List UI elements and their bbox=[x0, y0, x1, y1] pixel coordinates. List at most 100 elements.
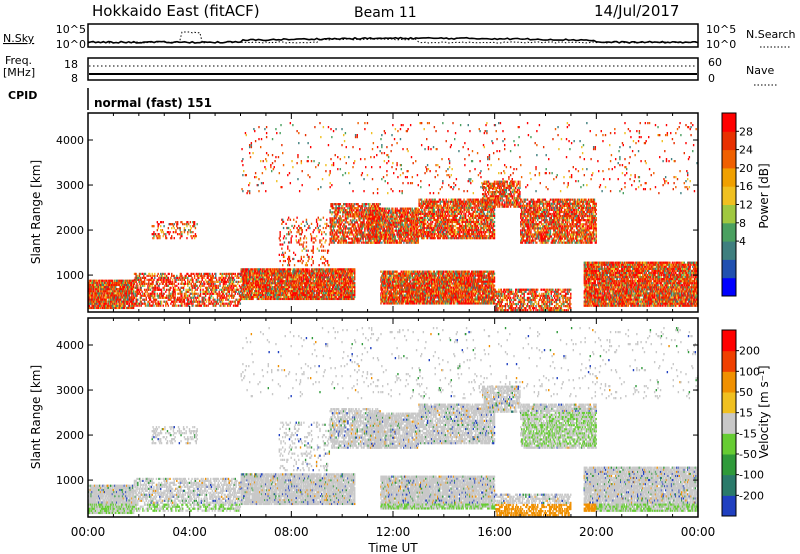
power-cell bbox=[95, 288, 98, 291]
power-cell bbox=[149, 272, 151, 276]
power-cell bbox=[133, 304, 136, 307]
power-cell bbox=[264, 274, 266, 277]
power-cell bbox=[334, 239, 336, 242]
power-cell bbox=[127, 288, 130, 291]
power-cell bbox=[154, 288, 157, 291]
power-cell bbox=[117, 288, 120, 291]
power-cell bbox=[293, 289, 296, 293]
power-cell bbox=[130, 306, 132, 310]
power-cell bbox=[174, 300, 176, 303]
power-cell bbox=[230, 294, 232, 297]
power-cell bbox=[143, 272, 146, 276]
power-cell bbox=[354, 207, 357, 210]
power-cell bbox=[255, 287, 258, 291]
power-cell bbox=[320, 276, 322, 279]
power-cell bbox=[208, 280, 210, 283]
power-cell bbox=[197, 286, 199, 289]
power-cell bbox=[188, 302, 191, 305]
power-cell bbox=[248, 286, 251, 289]
power-cell bbox=[315, 268, 317, 271]
power-cell bbox=[273, 286, 275, 289]
power-cell bbox=[141, 302, 143, 305]
power-cell bbox=[204, 278, 207, 281]
power-cell bbox=[104, 294, 107, 297]
power-cell bbox=[170, 286, 172, 289]
power-cell bbox=[192, 280, 194, 283]
power-cell bbox=[282, 282, 284, 285]
power-cell bbox=[252, 291, 254, 295]
power-cell bbox=[139, 298, 142, 301]
power-cell bbox=[369, 239, 371, 242]
power-cell bbox=[375, 235, 377, 238]
power-cell bbox=[352, 233, 354, 236]
power-cell bbox=[302, 276, 304, 279]
power-cell bbox=[324, 264, 326, 267]
power-cell bbox=[291, 284, 293, 287]
power-cell bbox=[110, 281, 112, 284]
power-cell bbox=[370, 221, 373, 224]
power-cell bbox=[93, 292, 95, 295]
power-cell bbox=[274, 293, 276, 297]
power-cell bbox=[351, 280, 353, 283]
power-cell bbox=[330, 237, 332, 240]
power-cell bbox=[266, 297, 269, 301]
power-cell bbox=[282, 268, 284, 271]
power-cell bbox=[274, 270, 276, 273]
power-cell bbox=[148, 296, 150, 299]
power-cell bbox=[342, 278, 344, 281]
power-cell bbox=[138, 302, 141, 305]
power-cell bbox=[245, 282, 247, 285]
power-cell bbox=[282, 220, 285, 223]
power-cell bbox=[131, 304, 133, 307]
power-cell bbox=[249, 272, 252, 275]
power-cell bbox=[169, 278, 171, 281]
power-cell bbox=[124, 285, 126, 289]
power-cell bbox=[203, 290, 205, 293]
power-cell bbox=[312, 268, 314, 271]
power-cell bbox=[345, 280, 347, 283]
power-cell bbox=[302, 282, 304, 285]
power-cell bbox=[336, 270, 338, 273]
power-cell bbox=[293, 297, 296, 301]
power-cell bbox=[256, 295, 258, 299]
power-cell bbox=[292, 272, 294, 275]
power-cell bbox=[237, 282, 239, 285]
power-cell bbox=[172, 292, 175, 295]
power-cell bbox=[334, 287, 336, 291]
power-cell bbox=[98, 279, 100, 282]
power-cell bbox=[187, 280, 190, 283]
power-cell bbox=[276, 295, 278, 299]
power-cell bbox=[371, 231, 374, 234]
power-cell bbox=[150, 276, 153, 279]
power-cell bbox=[163, 288, 165, 291]
power-cell bbox=[176, 278, 178, 281]
power-cell bbox=[228, 290, 231, 293]
power-cell bbox=[299, 291, 302, 295]
power-cell bbox=[103, 304, 105, 307]
power-cell bbox=[280, 295, 282, 299]
power-cell bbox=[271, 268, 274, 271]
power-cell bbox=[247, 268, 249, 271]
power-cell bbox=[348, 237, 350, 240]
power-cell bbox=[188, 280, 191, 283]
power-cell bbox=[103, 288, 105, 291]
power-cell bbox=[99, 296, 102, 299]
power-cell bbox=[361, 203, 364, 206]
power-cell bbox=[306, 276, 308, 279]
power-cell bbox=[346, 286, 348, 289]
power-cell bbox=[212, 276, 214, 279]
power-cell bbox=[112, 300, 114, 303]
power-cell bbox=[349, 297, 352, 301]
power-cell bbox=[230, 284, 232, 287]
power-cell bbox=[295, 295, 297, 299]
power-cell bbox=[297, 291, 299, 295]
power-cell bbox=[149, 282, 152, 285]
power-cell bbox=[358, 233, 360, 236]
power-cell bbox=[173, 300, 175, 303]
power-cell bbox=[268, 280, 270, 283]
power-cell bbox=[303, 241, 305, 244]
power-cell bbox=[247, 286, 249, 289]
power-cell bbox=[369, 211, 371, 214]
power-cell bbox=[99, 283, 102, 287]
power-cell bbox=[258, 289, 260, 293]
